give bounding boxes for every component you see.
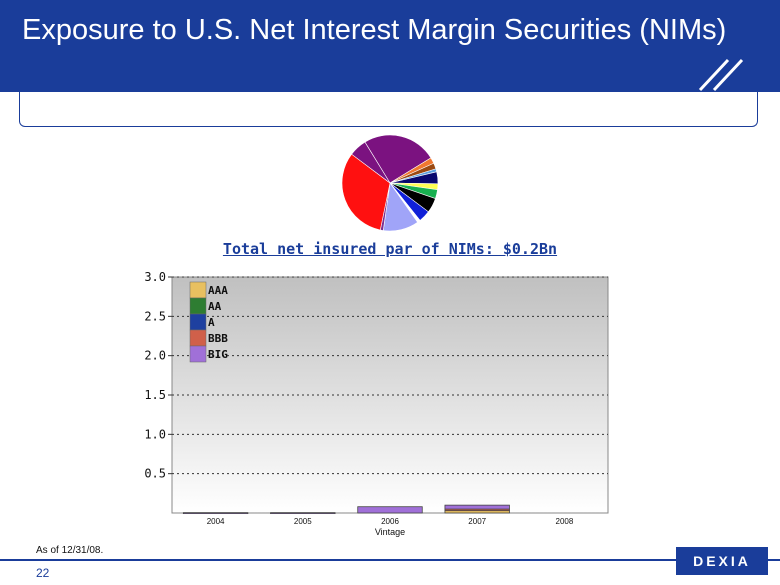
legend-swatch-AAA	[189, 281, 207, 299]
y-tick-label-5: 3.0	[144, 270, 166, 284]
legend-label-AAA: AAA	[208, 284, 228, 297]
pie-slice-0	[364, 134, 432, 184]
bar-2006-BIG	[357, 506, 423, 514]
footer-line	[0, 559, 780, 561]
x-tick-label-2004: 2004	[207, 517, 225, 526]
chart-subtitle: Total net insured par of NIMs: $0.2Bn	[222, 240, 558, 258]
x-tick-label-2007: 2007	[468, 517, 486, 526]
legend-label-BIG: BIG	[208, 348, 228, 361]
legend-label-BBB: BBB	[208, 332, 228, 345]
pie-slice-12	[341, 153, 391, 231]
bar-2004-BIG	[182, 512, 249, 515]
header-stripes-decoration	[698, 58, 744, 92]
bars	[182, 504, 510, 515]
pie-slice-13	[351, 141, 391, 184]
page-number: 22	[36, 566, 50, 580]
x-tick-label-2008: 2008	[556, 517, 574, 526]
y-tick-label-3: 2.0	[144, 349, 166, 363]
x-tick-label-2005: 2005	[294, 517, 312, 526]
legend-swatch-AA	[189, 297, 207, 315]
x-axis-ticks: 2004 2005 2006 2007 2008	[207, 517, 574, 526]
x-tick-label-2006: 2006	[381, 517, 399, 526]
dexia-logo: DEXIA	[676, 547, 768, 575]
page-title: Exposure to U.S. Net Interest Margin Sec…	[22, 14, 727, 46]
y-tick-label-2: 1.5	[144, 388, 166, 402]
legend-swatch-BBB	[189, 329, 207, 347]
header-bar: Exposure to U.S. Net Interest Margin Sec…	[0, 0, 780, 92]
as-of-note: As of 12/31/08.	[36, 545, 104, 556]
y-axis-ticks: 0.5 1.0 1.5 2.0 2.5 3.0	[144, 270, 172, 481]
legend-label-AA: AA	[208, 300, 222, 313]
plot-area	[171, 276, 609, 514]
title-underbox	[19, 92, 758, 127]
bar-2007-BIG	[444, 504, 510, 510]
bar-2005-BIG	[270, 512, 336, 515]
x-axis-label: Vintage	[375, 527, 405, 537]
exposure-pie-chart	[341, 134, 439, 232]
y-tick-label-0: 0.5	[144, 467, 166, 481]
legend-swatch-BIG	[189, 345, 207, 363]
legend-swatch-A	[189, 313, 207, 331]
legend-label-A: A	[208, 316, 215, 329]
y-tick-label-4: 2.5	[144, 309, 166, 323]
y-tick-label-1: 1.0	[144, 427, 166, 441]
